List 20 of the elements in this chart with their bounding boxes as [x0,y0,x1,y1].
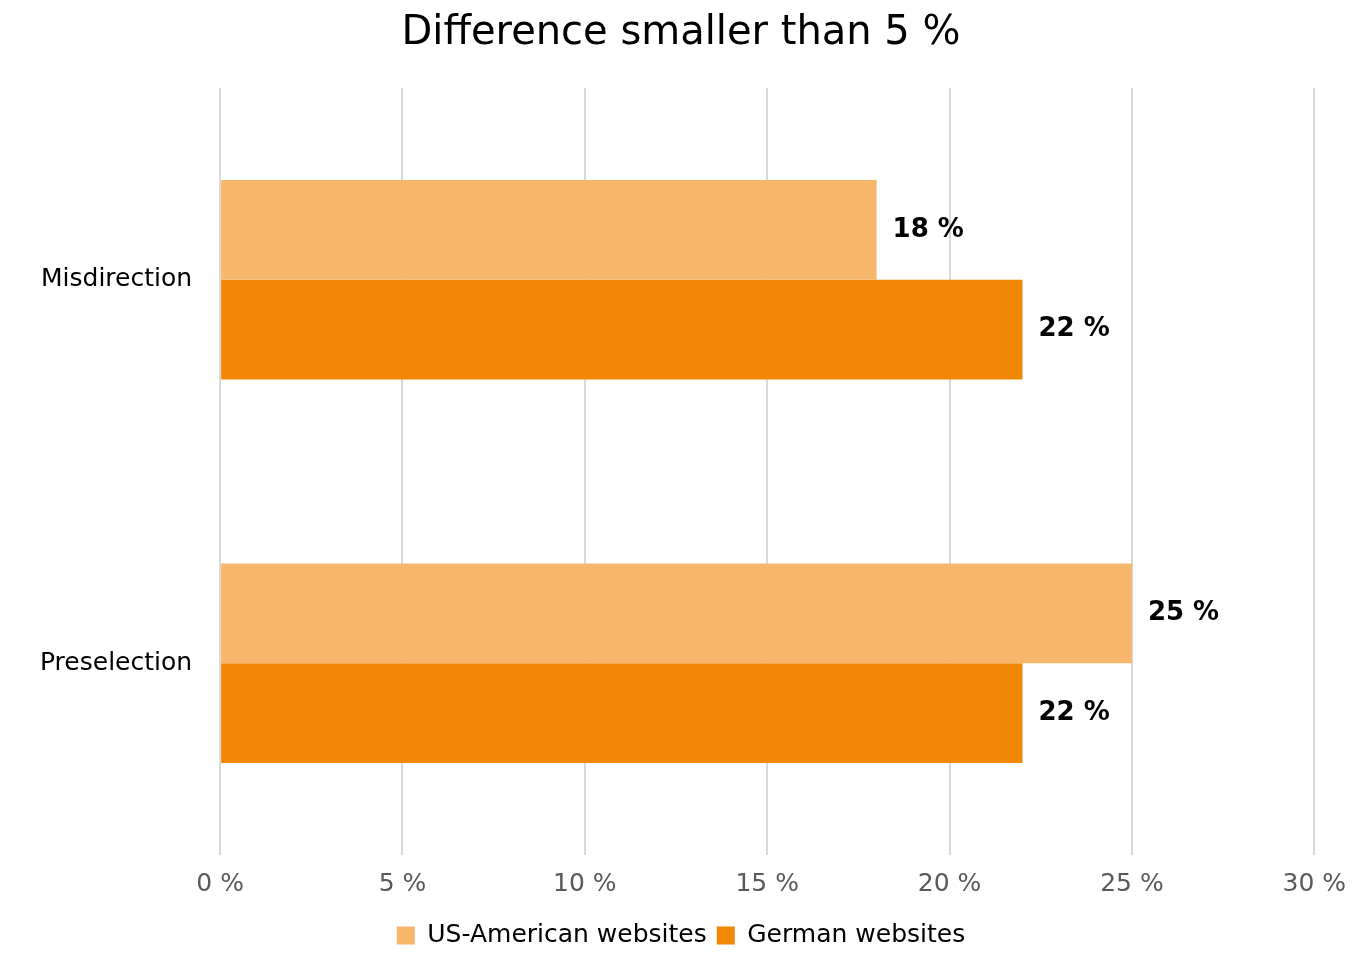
bar [221,663,1023,763]
x-tick-label: 5 % [378,867,427,897]
y-tick-label: Misdirection [41,263,193,293]
data-label: 25 % [1147,596,1220,627]
x-tick-label: 15 % [735,867,799,897]
legend-label: German websites [747,919,966,948]
data-label: 18 % [892,212,964,243]
x-tick-label: 10 % [553,867,617,897]
x-tick-label: 25 % [1100,867,1164,897]
bar [221,563,1132,664]
x-tick-label: 0 % [196,867,244,897]
y-tick-label: Preselection [39,646,193,676]
x-tick-label: 20 % [917,867,982,897]
legend-label: US-American websites [427,919,707,948]
bar [221,279,1023,380]
data-label: 22 % [1038,695,1110,726]
x-tick-label: 30 % [1282,867,1346,897]
data-label: 22 % [1038,312,1110,343]
chart-title: Difference smaller than 5 % [401,7,961,54]
bar [221,180,877,280]
